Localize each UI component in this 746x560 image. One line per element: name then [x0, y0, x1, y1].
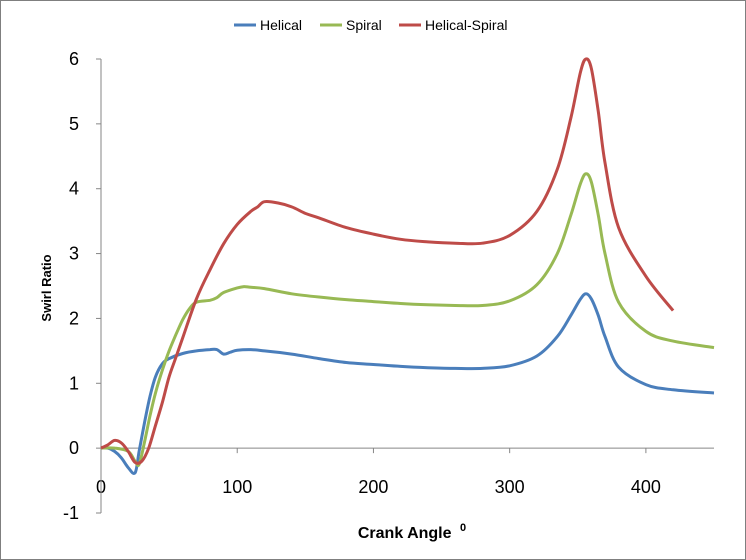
x-axis-title: Crank Angle — [358, 525, 452, 542]
x-tick-label: 400 — [631, 477, 661, 497]
series-line-spiral — [100, 172, 715, 468]
series-lines — [100, 57, 715, 475]
legend-label-helical-spiral: Helical-Spiral — [425, 17, 507, 33]
x-axis-title-group: Crank Angle 0 — [358, 522, 466, 542]
series-line-helical — [100, 292, 715, 475]
y-tick-label: 2 — [69, 308, 79, 328]
y-tick-label: 6 — [69, 49, 79, 69]
x-axis-ticks: 0 100 200 300 400 — [96, 448, 661, 497]
y-axis-ticks: -1 0 1 2 3 4 5 6 — [63, 49, 101, 523]
x-tick-label: 300 — [495, 477, 525, 497]
legend-label-spiral: Spiral — [346, 17, 382, 33]
y-tick-label: 3 — [69, 244, 79, 264]
legend-label-helical: Helical — [260, 17, 302, 33]
y-tick-label: 5 — [69, 114, 79, 134]
y-axis-title: Swirl Ratio — [39, 254, 54, 321]
x-tick-label: 100 — [222, 477, 252, 497]
y-tick-label: 1 — [69, 373, 79, 393]
series-line-helical-spiral — [100, 57, 675, 465]
y-tick-label: 0 — [69, 438, 79, 458]
x-axis-title-superscript: 0 — [460, 522, 466, 534]
y-tick-label: -1 — [63, 503, 79, 523]
legend: Helical Spiral Helical-Spiral — [234, 17, 507, 33]
y-tick-label: 4 — [69, 179, 79, 199]
x-tick-label: 200 — [358, 477, 388, 497]
